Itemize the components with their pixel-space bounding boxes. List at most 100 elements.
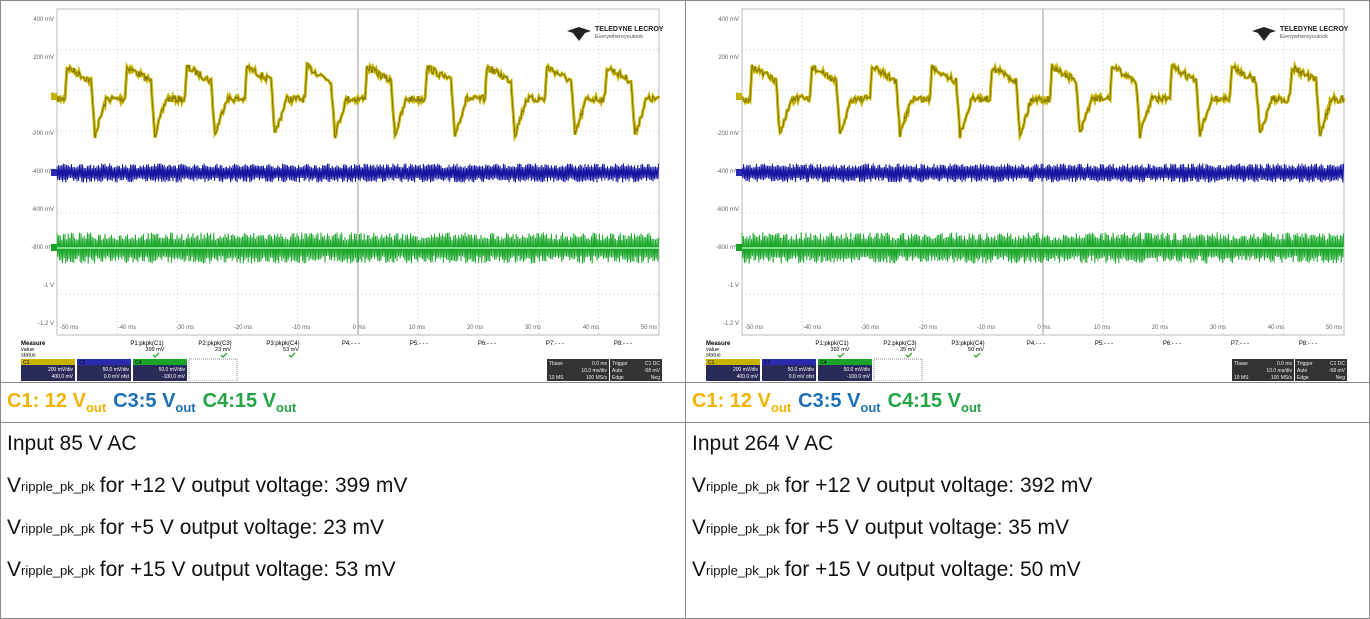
measure-param: P7:- - - xyxy=(546,341,564,347)
x-axis-label: 40 ms xyxy=(583,325,599,331)
legend-label: C3:5 V xyxy=(113,390,176,412)
timebase-samples: 10 MS xyxy=(1234,375,1249,381)
line-text: for +12 V output voltage: 392 mV xyxy=(784,474,1093,497)
channel-header xyxy=(133,359,187,365)
x-axis-label: 50 ms xyxy=(1326,325,1342,331)
symbol: V xyxy=(7,474,22,497)
measure-row-label: status xyxy=(21,353,36,359)
channel-name: C3 xyxy=(764,360,771,366)
trigger-mode: Auto xyxy=(612,368,623,374)
measure-param: P5:- - - xyxy=(1095,341,1113,347)
tagline: Everywhereyoulook xyxy=(1280,34,1328,40)
tagline: Everywhereyoulook xyxy=(595,34,643,40)
legend-entry: C1: 12 Vout xyxy=(692,390,791,415)
measure-param: P4:- - - xyxy=(1027,341,1045,347)
x-axis-label: 40 ms xyxy=(1268,325,1284,331)
status-check xyxy=(905,352,913,358)
legend-label: C3:5 V xyxy=(798,390,861,412)
timebase-rate: 100 MS/s xyxy=(586,375,608,381)
trigger-source: C1 DC xyxy=(645,361,660,367)
measure-title: Measure xyxy=(706,341,731,347)
y-axis-label: 400 mV xyxy=(718,17,739,23)
c1-trace-core xyxy=(741,63,1345,139)
brand: TELEDYNE LECROY xyxy=(1280,26,1349,33)
trigger-source: C1 DC xyxy=(1330,361,1345,367)
channel-name: C4 xyxy=(820,360,827,366)
channel-scale: 50.0 mV/div xyxy=(788,367,815,373)
x-axis-label: -30 ms xyxy=(861,325,879,331)
y-axis-label: 400 mV xyxy=(33,17,54,23)
x-axis-label: 0 ms xyxy=(1037,325,1050,331)
channel-name: C4 xyxy=(135,360,142,366)
channel-header xyxy=(706,359,760,365)
trigger-slope: Neg xyxy=(651,375,660,381)
line-text: for +12 V output voltage: 399 mV xyxy=(99,474,408,497)
x-axis-label: -10 ms xyxy=(977,325,995,331)
channel-offset: 0.0 mV ofst xyxy=(104,374,130,380)
timebase-samples: 10 MS xyxy=(549,375,564,381)
trigger-level: -58 mV xyxy=(644,368,661,374)
channel-scale: 50.0 mV/div xyxy=(844,367,871,373)
measure-param: P6:- - - xyxy=(478,341,496,347)
timebase-div: 10.0 ms/div xyxy=(581,368,607,374)
measure-param: P5:- - - xyxy=(410,341,428,347)
x-axis-label: 10 ms xyxy=(1094,325,1110,331)
measure-param: P8:- - - xyxy=(614,341,632,347)
legend-label: C4:15 V xyxy=(202,390,276,412)
c3-trace xyxy=(56,163,660,183)
measure-param: P8:- - - xyxy=(1299,341,1317,347)
measure-title: Measure xyxy=(21,341,46,347)
channel-marker xyxy=(736,169,742,176)
timebase-label: Tbase xyxy=(1234,361,1248,367)
timebase-box xyxy=(547,359,609,381)
legend-entry: C4:15 Vout xyxy=(203,390,297,415)
y-axis-label: -400 mV xyxy=(716,169,739,175)
channel-name: C1 xyxy=(23,360,30,366)
symbol: V xyxy=(692,558,707,581)
x-axis-label: -40 ms xyxy=(803,325,821,331)
measure-value: 35 mV xyxy=(900,347,916,353)
symbol-sub: ripple_pk_pk xyxy=(21,478,95,494)
y-axis-label: -200 mV xyxy=(716,131,739,137)
c4-trace xyxy=(56,232,660,264)
x-axis-label: -40 ms xyxy=(118,325,136,331)
legend-sub: out xyxy=(770,400,792,415)
y-axis-label: -400 mV xyxy=(31,169,54,175)
legend-entry: C1: 12 Vout xyxy=(7,390,106,415)
measure-value: 392 mV xyxy=(831,347,850,353)
timebase-delay: 0.0 ms xyxy=(592,361,608,367)
x-axis-label: 30 ms xyxy=(525,325,541,331)
channel-header xyxy=(762,359,816,365)
trigger-level: -58 mV xyxy=(1329,368,1346,374)
symbol-sub: ripple_pk_pk xyxy=(21,562,95,578)
trigger-box xyxy=(1295,359,1347,381)
c3-trace xyxy=(741,163,1345,183)
measure-value: 399 mV xyxy=(146,347,165,353)
measure-param: P6:- - - xyxy=(1163,341,1181,347)
measure-param: P7:- - - xyxy=(1231,341,1249,347)
symbol: V xyxy=(692,474,707,497)
x-axis-label: 30 ms xyxy=(1210,325,1226,331)
legend-sub: out xyxy=(860,400,881,415)
legend-sub: out xyxy=(276,400,297,415)
logo-icon xyxy=(1252,27,1276,41)
x-axis-label: 10 ms xyxy=(409,325,425,331)
trigger-slope: Neg xyxy=(1336,375,1345,381)
trigger-label: Trigger xyxy=(1297,361,1313,367)
channel-marker xyxy=(736,93,742,100)
timebase-box xyxy=(1232,359,1294,381)
line-text: for +15 V output voltage: 50 mV xyxy=(784,558,1081,581)
channel-scale: 200 mV/div xyxy=(48,367,74,373)
legend-entry: C3:5 Vout xyxy=(798,390,880,415)
channel-offset: -100.0 mV xyxy=(847,374,871,380)
text-row: Input 264 V AC xyxy=(686,423,1369,465)
x-axis-label: -20 ms xyxy=(919,325,937,331)
timebase-rate: 100 MS/s xyxy=(1271,375,1293,381)
x-axis-label: -50 ms xyxy=(60,325,78,331)
